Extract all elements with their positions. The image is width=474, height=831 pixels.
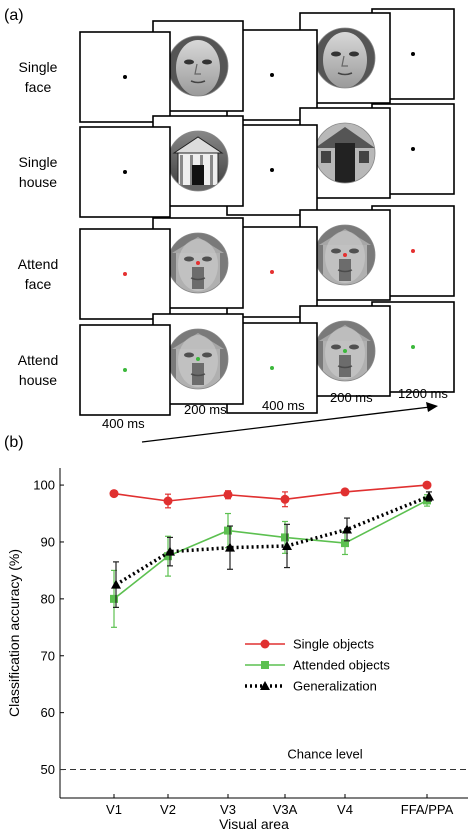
face-stimulus	[167, 35, 229, 97]
fixation-dot	[411, 249, 415, 253]
x-tick-label: FFA/PPA	[401, 802, 454, 817]
stimulus-frame	[152, 20, 244, 112]
timing-label-4: 200 ms	[330, 390, 373, 405]
fixation-dot	[123, 75, 127, 79]
panel-b-label: (b)	[4, 434, 24, 451]
series-attended-objects	[110, 494, 431, 628]
y-tick-label: 90	[41, 534, 55, 549]
condition-label-line2: house	[19, 174, 57, 190]
series-line	[113, 499, 428, 600]
data-point	[165, 546, 175, 556]
legend: Single objects Attended objects Generaliza…	[245, 637, 390, 694]
series-line	[115, 494, 430, 587]
data-point	[163, 496, 173, 506]
legend-label: Attended objects	[293, 658, 390, 673]
fixation-dot	[411, 345, 415, 349]
y-tick-label: 70	[41, 648, 55, 663]
data-point	[109, 489, 119, 499]
y-tick-label: 50	[41, 762, 55, 777]
fixation-dot	[270, 168, 274, 172]
stimulus-frame	[299, 107, 391, 199]
data-point	[341, 539, 349, 548]
condition-label-line1: Single	[19, 154, 58, 170]
data-point	[164, 552, 172, 561]
fixation-dot	[123, 368, 127, 372]
accuracy-chart: 50 60 70 80 90 100 V1 V2 V3 V3A V4 FFA/PPA Visual ar…	[6, 468, 468, 831]
data-point	[281, 533, 289, 542]
fixation-dot	[123, 272, 127, 276]
trial-row: Attend house	[18, 301, 455, 416]
data-point	[223, 490, 233, 500]
data-point	[224, 526, 232, 535]
overlay-stimulus	[167, 328, 229, 390]
condition-label-line1: Attend	[18, 352, 58, 368]
x-tick-label: V2	[160, 802, 176, 817]
condition-label-line1: Attend	[18, 256, 58, 272]
trial-row: Attend face	[18, 205, 455, 320]
x-axis-label: Visual area	[219, 816, 289, 831]
legend-label: Generalization	[293, 679, 377, 694]
overlay-stimulus	[314, 320, 376, 382]
condition-label-line2: face	[25, 276, 52, 292]
trial-row: Single face	[19, 8, 455, 123]
stimulus-frame	[299, 305, 391, 397]
stimulus-frame	[79, 324, 171, 416]
y-tick-label: 60	[41, 705, 55, 720]
data-point	[424, 491, 434, 501]
x-tick-label: V3A	[273, 802, 298, 817]
legend-label: Single objects	[293, 637, 374, 652]
overlay-stimulus	[314, 224, 376, 286]
x-tick-label: V3	[220, 802, 236, 817]
fixation-dot	[411, 52, 415, 56]
fixation-dot	[411, 147, 415, 151]
series-single-objects	[109, 480, 432, 509]
data-point	[422, 480, 432, 490]
data-point	[280, 494, 290, 504]
x-tick-label: V4	[337, 802, 353, 817]
data-point	[225, 542, 235, 552]
y-axis-label: Classification accuracy (%)	[6, 549, 22, 717]
overlay-stimulus	[167, 232, 229, 294]
condition-label-line1: Single	[19, 59, 58, 75]
timing-label-5: 1200 ms	[398, 386, 448, 401]
stimulus-frame	[79, 126, 171, 218]
timing-label-1: 400 ms	[102, 416, 145, 431]
house-stimulus	[167, 130, 229, 192]
panel-a-label: (a)	[4, 7, 24, 24]
data-point	[111, 579, 121, 589]
legend-item: Single objects	[245, 637, 374, 652]
data-point	[110, 594, 118, 603]
timing-label-2: 200 ms	[184, 402, 227, 417]
timeline-arrow	[141, 402, 438, 443]
fixation-dot	[270, 270, 274, 274]
fixation-dot	[270, 73, 274, 77]
series-line	[113, 484, 428, 502]
trial-row: Single house	[19, 103, 455, 218]
condition-label-line2: face	[25, 79, 52, 95]
y-tick-label: 80	[41, 591, 55, 606]
data-point	[340, 487, 350, 497]
timing-label-3: 400 ms	[262, 398, 305, 413]
house-stimulus	[314, 122, 376, 184]
stimulus-frame	[79, 31, 171, 123]
legend-item: Generalization	[245, 679, 377, 694]
fixation-dot	[270, 366, 274, 370]
chance-level-label: Chance level	[287, 747, 362, 762]
fixation-dot	[123, 170, 127, 174]
y-tick-label: 100	[33, 478, 55, 493]
data-point	[282, 540, 292, 550]
legend-item: Attended objects	[245, 658, 390, 673]
face-stimulus	[314, 27, 376, 89]
condition-label-line2: house	[19, 372, 57, 388]
series-generalization	[111, 491, 434, 608]
data-point	[342, 524, 352, 534]
trial-sequence: Single face Single house Attend face Attend hou…	[18, 8, 455, 416]
stimulus-frame	[79, 228, 171, 320]
x-tick-label: V1	[106, 802, 122, 817]
